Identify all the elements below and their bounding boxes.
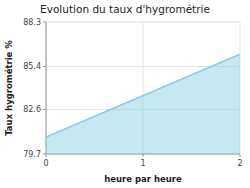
y-axis-label: Taux hygrométrie % <box>4 40 14 136</box>
x-grid-line <box>46 22 47 154</box>
y-tick-label: 82.6 <box>23 105 41 114</box>
x-tick-label: 1 <box>140 159 145 168</box>
y-tick-label: 79.7 <box>23 150 41 159</box>
chart-title: Evolution du taux d'hygrométrie <box>40 3 210 15</box>
y-tick-label: 85.4 <box>23 62 41 71</box>
y-tick-label: 88.3 <box>23 18 41 27</box>
chart-svg: 79.7 82.6 85.4 88.3 0 1 2 Evolution du taux d'h… <box>0 0 250 188</box>
area-line <box>46 54 240 137</box>
area-fill <box>46 54 240 154</box>
x-tick-label: 2 <box>237 159 242 168</box>
x-tick-label: 0 <box>43 159 48 168</box>
grid <box>46 22 240 154</box>
plot-area <box>46 54 240 154</box>
x-axis-label: heure par heure <box>104 174 182 184</box>
axes: 79.7 82.6 85.4 88.3 0 1 2 <box>23 18 242 169</box>
y-axis-line <box>46 22 47 154</box>
chart-container: 79.7 82.6 85.4 88.3 0 1 2 Evolution du taux d'h… <box>0 0 250 188</box>
